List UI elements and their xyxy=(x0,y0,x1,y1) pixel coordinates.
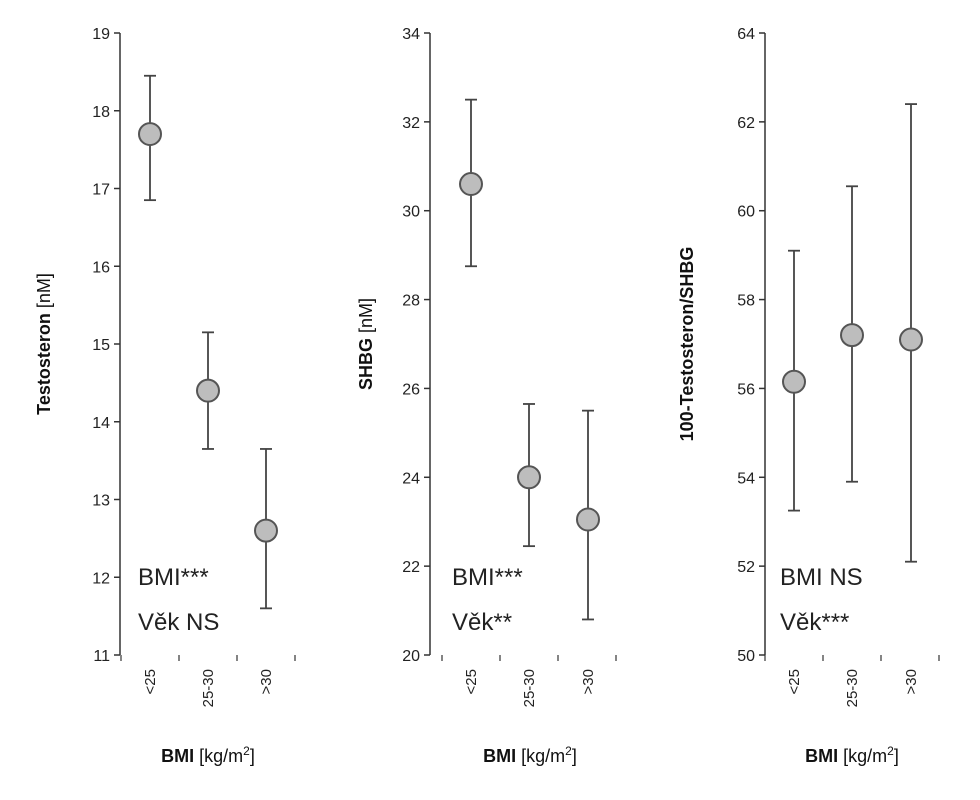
x-axis-label-close: ] xyxy=(894,746,899,766)
annotation-label: Věk xyxy=(138,609,180,636)
x-axis-label-unit: [kg/m xyxy=(194,746,243,766)
annotation-significance: NS xyxy=(823,564,863,591)
annotation-label: BMI xyxy=(138,564,181,591)
x-axis-label-close: ] xyxy=(250,746,255,766)
y-axis-label-name: Testosteron xyxy=(34,313,54,415)
x-axis-label-close: ] xyxy=(572,746,577,766)
data-point xyxy=(459,172,483,197)
significance-annotation: Věk** xyxy=(452,609,512,636)
data-point xyxy=(196,378,220,403)
data-point xyxy=(254,518,278,543)
chart-panel-3: 50 52 54 56 58 60 62 64 <25 25-30 >30 100-Testoster… xyxy=(677,26,940,766)
y-tick-label: 19 xyxy=(92,26,110,43)
y-tick-label: 62 xyxy=(737,115,755,132)
data-point xyxy=(840,323,864,348)
x-axis-label-unit: [kg/m xyxy=(516,746,565,766)
y-tick-label: 50 xyxy=(737,648,755,665)
x-axis-label-name: BMI xyxy=(161,746,194,766)
y-tick-label: 17 xyxy=(92,182,110,199)
data-point xyxy=(576,507,600,532)
y-tick-label: 30 xyxy=(402,204,420,221)
y-tick-label: 28 xyxy=(402,293,420,310)
y-axis-label-unit: [nM] xyxy=(356,298,376,338)
x-axis-label: BMI [kg/m2] xyxy=(483,744,577,766)
y-tick-label: 34 xyxy=(402,26,420,43)
significance-annotation: Věk*** xyxy=(780,609,849,636)
y-axis-label: Testosteron [nM] xyxy=(34,273,54,415)
x-category-label: >30 xyxy=(580,669,597,694)
y-tick-label: 13 xyxy=(92,493,110,510)
annotation-label: Věk xyxy=(780,609,822,636)
y-tick-label: 32 xyxy=(402,115,420,132)
y-tick-label: 16 xyxy=(92,259,110,276)
y-tick-label: 20 xyxy=(402,648,420,665)
y-tick-label: 18 xyxy=(92,104,110,121)
y-tick-label: 64 xyxy=(737,26,755,43)
annotation-significance: ** xyxy=(493,609,512,636)
annotation-label: BMI xyxy=(452,564,495,591)
y-tick-label: 15 xyxy=(92,337,110,354)
significance-annotation: BMI*** xyxy=(452,564,523,591)
y-tick-label: 22 xyxy=(402,559,420,576)
y-axis-label-name: SHBG xyxy=(356,338,376,390)
x-category-label: <25 xyxy=(463,669,480,694)
x-axis-label: BMI [kg/m2] xyxy=(805,744,899,766)
y-tick-label: 24 xyxy=(402,470,420,487)
y-tick-label: 60 xyxy=(737,204,755,221)
x-axis-label: BMI [kg/m2] xyxy=(161,744,255,766)
data-point xyxy=(782,369,806,394)
y-tick-label: 54 xyxy=(737,470,755,487)
significance-annotation: BMI*** xyxy=(138,564,209,591)
y-tick-label: 26 xyxy=(402,381,420,398)
annotation-label: Věk xyxy=(452,609,494,636)
x-axis-label-superscript: 2 xyxy=(565,744,572,758)
y-tick-label: 52 xyxy=(737,559,755,576)
y-axis-label-unit: [nM] xyxy=(34,273,54,313)
annotation-significance: *** xyxy=(495,564,523,591)
y-tick-label: 12 xyxy=(92,570,110,587)
annotation-label: BMI xyxy=(780,564,823,591)
x-axis-label-name: BMI xyxy=(483,746,516,766)
annotation-significance: *** xyxy=(181,564,209,591)
x-axis-label-name: BMI xyxy=(805,746,838,766)
x-category-label: <25 xyxy=(786,669,803,694)
data-point xyxy=(517,465,541,490)
y-axis-label: 100-Testosteron/SHBG xyxy=(677,247,697,442)
y-tick-label: 14 xyxy=(92,415,110,432)
y-tick-label: 56 xyxy=(737,381,755,398)
y-axis-label: SHBG [nM] xyxy=(356,298,376,390)
y-tick-label: 11 xyxy=(93,648,110,665)
y-tick-label: 58 xyxy=(737,293,755,310)
x-category-label: >30 xyxy=(258,669,275,694)
chart-panel-2: 20 22 24 26 28 30 32 34 <25 25-30 >30 SHBG [nM] BMI … xyxy=(356,26,617,766)
data-point xyxy=(138,122,162,147)
x-category-label: >30 xyxy=(903,669,920,694)
y-axis-label-name: 100-Testosteron/SHBG xyxy=(677,247,697,442)
x-category-label: 25-30 xyxy=(844,669,861,707)
x-axis-label-unit: [kg/m xyxy=(838,746,887,766)
significance-annotation: BMI NS xyxy=(780,564,863,591)
data-point xyxy=(899,327,923,352)
annotation-significance: *** xyxy=(821,609,849,636)
x-axis-label-superscript: 2 xyxy=(243,744,250,758)
chart-panel-1: 11 12 13 14 15 16 17 18 19 <25 25-30 >30 Testosteron… xyxy=(34,26,296,766)
annotation-significance: NS xyxy=(179,609,219,636)
x-axis-label-superscript: 2 xyxy=(887,744,894,758)
x-category-label: <25 xyxy=(142,669,159,694)
x-category-label: 25-30 xyxy=(200,669,217,707)
significance-annotation: Věk NS xyxy=(138,609,219,636)
x-category-label: 25-30 xyxy=(521,669,538,707)
